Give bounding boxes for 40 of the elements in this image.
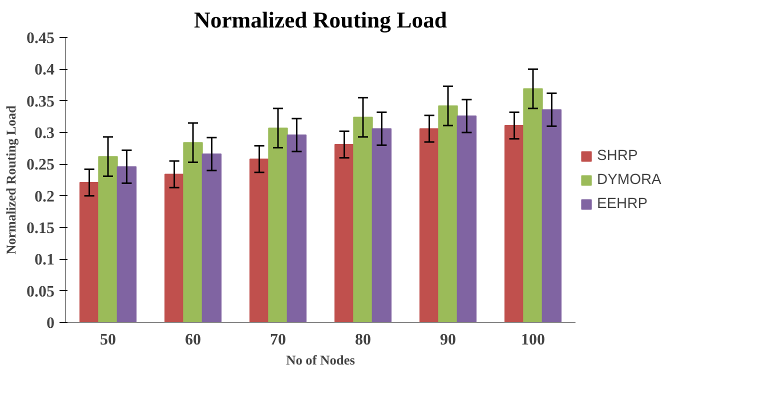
legend-label: EEHRP <box>597 196 648 212</box>
x-tick-label: 90 <box>440 332 456 348</box>
bar <box>504 125 524 322</box>
bar <box>456 116 477 322</box>
bar <box>372 128 392 322</box>
y-tick-label: 0 <box>46 315 54 332</box>
bar <box>419 128 440 322</box>
y-tick-label: 0.2 <box>34 188 54 206</box>
y-tick-label: 0.4 <box>34 62 54 79</box>
y-tick-label: 0.15 <box>26 220 54 237</box>
x-tick-label: 60 <box>185 332 201 348</box>
x-tick-label: 50 <box>100 332 116 348</box>
bar <box>164 174 184 322</box>
bar <box>286 134 307 322</box>
y-tick-label: 0.1 <box>34 252 54 269</box>
bar <box>542 109 562 322</box>
x-tick-label: 80 <box>355 332 371 348</box>
x-tick-label: 70 <box>270 332 286 348</box>
y-tick-label: 0.45 <box>26 30 54 47</box>
legend-label: SHRP <box>597 148 638 164</box>
bar <box>334 144 354 322</box>
bar <box>116 166 137 322</box>
bar <box>523 88 543 322</box>
y-tick-label: 0.25 <box>26 156 54 174</box>
x-tick-label: 100 <box>521 332 545 348</box>
y-tick-label: 0.05 <box>26 283 54 300</box>
x-axis-title: No of Nodes <box>286 352 355 368</box>
bar <box>268 128 288 322</box>
bar <box>183 142 203 322</box>
bar <box>438 105 458 322</box>
y-tick-label: 0.35 <box>26 93 54 110</box>
y-axis-title: Normalized Routing Load <box>4 104 18 254</box>
bar <box>353 116 373 322</box>
chart-title: Normalized Routing Load <box>194 8 448 32</box>
bar <box>98 156 118 322</box>
y-tick-label: 0.3 <box>34 125 54 142</box>
bar <box>202 154 222 322</box>
legend-label: DYMORA <box>597 172 662 188</box>
bar <box>79 182 100 322</box>
bar <box>249 158 270 322</box>
